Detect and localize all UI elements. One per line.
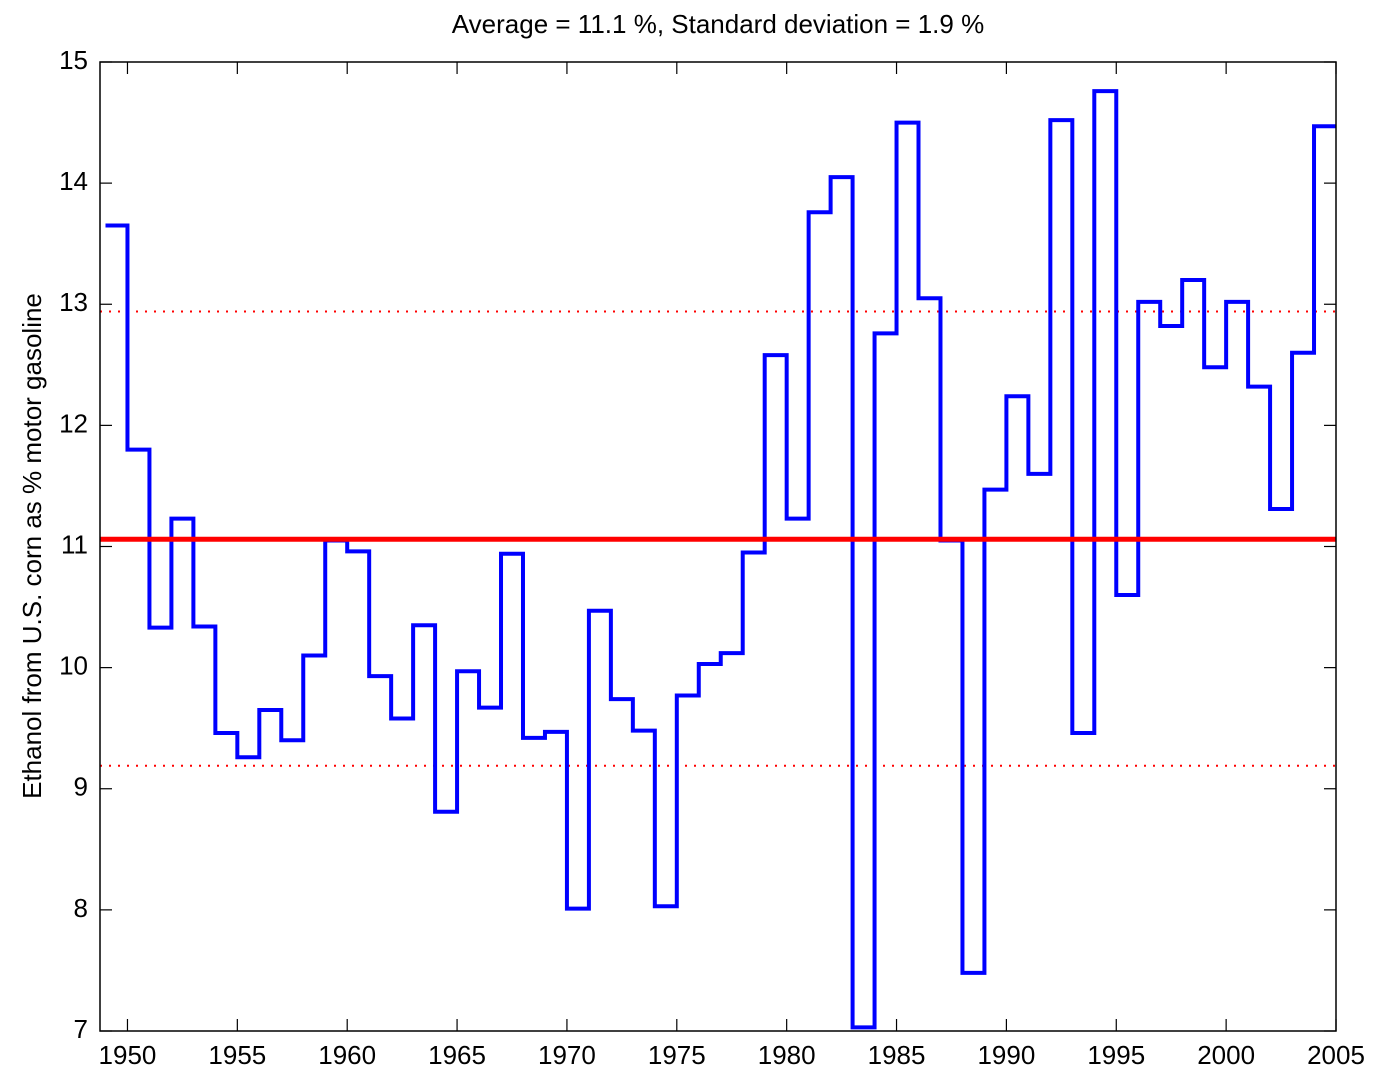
x-tick-label: 1975: [648, 1040, 706, 1070]
x-tick-label: 1995: [1087, 1040, 1145, 1070]
x-tick-label: 1960: [318, 1040, 376, 1070]
stairs-line: [105, 89, 1336, 1030]
x-tick-label: 1950: [99, 1040, 157, 1070]
x-tick-label: 1970: [538, 1040, 596, 1070]
y-axis-label: Ethanol from U.S. corn as % motor gasoli…: [17, 293, 47, 799]
x-tick-label: 1955: [208, 1040, 266, 1070]
plot-frame: [99, 61, 1337, 1032]
y-tick-label: 10: [59, 651, 88, 681]
y-tick-label: 11: [61, 529, 88, 559]
y-tick-label: 8: [74, 893, 88, 923]
x-tick-label: 1990: [977, 1040, 1035, 1070]
y-tick-label: 12: [59, 408, 88, 438]
y-tick-label: 15: [59, 45, 88, 75]
x-tick-label: 1980: [758, 1040, 816, 1070]
y-tick-label: 7: [74, 1014, 88, 1044]
x-tick-label: 2000: [1197, 1040, 1255, 1070]
x-tick-label: 1985: [868, 1040, 926, 1070]
y-tick-label: 9: [74, 772, 88, 802]
y-tick-label: 14: [59, 166, 88, 196]
chart-title: Average = 11.1 %, Standard deviation = 1…: [452, 9, 984, 39]
y-tick-label: 13: [59, 287, 88, 317]
x-tick-label: 2005: [1307, 1040, 1365, 1070]
x-tick-label: 1965: [428, 1040, 486, 1070]
